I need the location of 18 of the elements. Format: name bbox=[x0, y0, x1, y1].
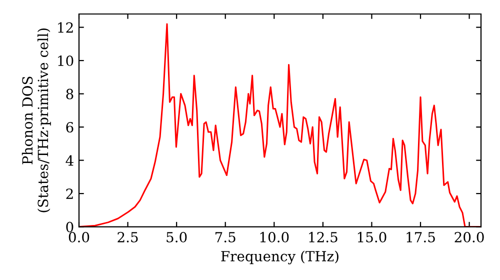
x-tick-label: 17.5 bbox=[406, 232, 435, 242]
x-tick-label: 10.0 bbox=[260, 232, 289, 242]
x-tick-label: 20.0 bbox=[454, 232, 484, 242]
x-tick-label: 5.0 bbox=[166, 232, 187, 242]
x-tick-label: 15.0 bbox=[358, 232, 386, 242]
x-tick-label: 12.5 bbox=[309, 232, 338, 242]
y-tick-label: 6 bbox=[66, 122, 74, 133]
y-tick-label: 2 bbox=[66, 188, 73, 199]
x-axis-title: Frequency (THz) bbox=[221, 250, 338, 264]
x-tick-label: 2.5 bbox=[118, 232, 138, 242]
y-tick-label: 8 bbox=[66, 88, 74, 100]
y-tick-label: 4 bbox=[66, 155, 74, 166]
y-tick-label: 0 bbox=[66, 222, 74, 232]
x-tick-label: 7.5 bbox=[215, 232, 236, 242]
y-tick-label: 12 bbox=[58, 22, 73, 33]
y-axis-title: Phonon DOS (States/THz·primitive cell) bbox=[22, 28, 51, 212]
y-tick-label: 10 bbox=[58, 56, 74, 66]
x-tick-label: 0.0 bbox=[68, 232, 90, 242]
